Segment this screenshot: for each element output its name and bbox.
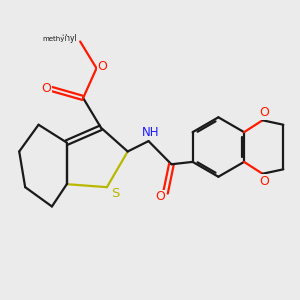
Text: methyl: methyl bbox=[42, 36, 67, 42]
Text: O: O bbox=[98, 60, 107, 73]
Text: O: O bbox=[155, 190, 165, 203]
Text: NH: NH bbox=[142, 126, 160, 139]
Text: O: O bbox=[259, 106, 269, 119]
Text: O: O bbox=[259, 175, 269, 188]
Text: O: O bbox=[42, 82, 52, 95]
Text: S: S bbox=[111, 187, 119, 200]
Text: methyl: methyl bbox=[50, 34, 77, 43]
